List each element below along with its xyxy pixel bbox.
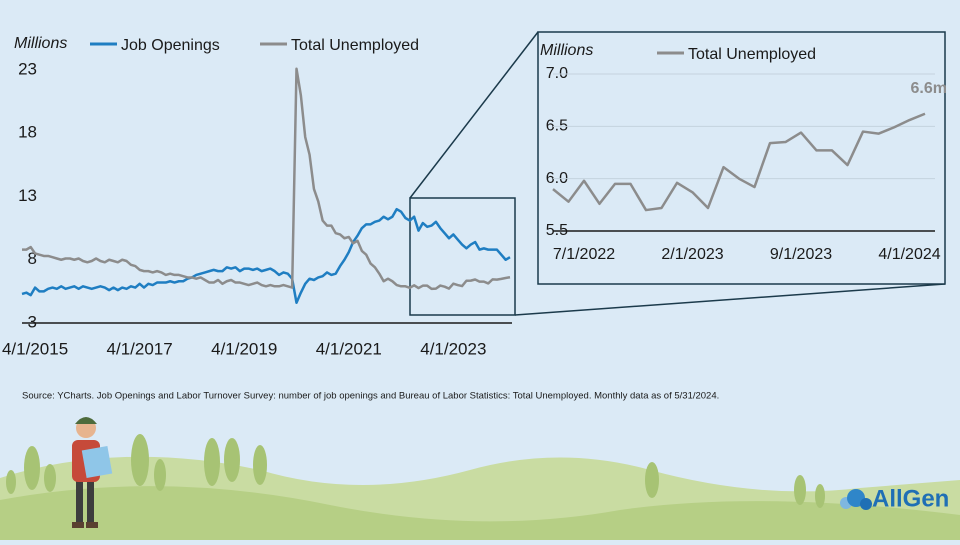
legend-label: Total Unemployed (688, 46, 816, 63)
y-tick-label: 3 (28, 312, 37, 331)
y-tick-label: 13 (18, 186, 37, 205)
series-line (552, 112, 926, 212)
connector (409, 31, 539, 199)
legend-label: Job Openings (121, 37, 220, 54)
hiker (72, 417, 113, 528)
x-tick-label: 7/1/2022 (553, 246, 615, 263)
x-tick-label: 4/1/2023 (420, 339, 486, 358)
source-note: Source: YCharts. Job Openings and Labor … (22, 391, 719, 402)
connector (514, 283, 946, 316)
near-hill (0, 486, 960, 540)
logo: AllGen (840, 485, 949, 512)
y-axis-label: Millions (14, 35, 67, 52)
x-tick-label: 4/1/2015 (2, 339, 68, 358)
y-tick-label: 18 (18, 123, 37, 142)
zoom-box (409, 197, 516, 316)
x-tick-label: 4/1/2017 (107, 339, 173, 358)
x-tick-label: 9/1/2023 (770, 246, 832, 263)
legend-label: Total Unemployed (291, 37, 419, 54)
series-line (21, 207, 511, 305)
y-tick-label: 23 (18, 59, 37, 78)
logo-text: AllGen (872, 485, 949, 512)
x-tick-label: 4/1/2019 (211, 339, 277, 358)
series-line (22, 67, 511, 291)
y-tick-label: 8 (28, 249, 37, 268)
y-axis-label: Millions (540, 42, 593, 59)
data-label: 6.6m (911, 80, 947, 97)
x-tick-label: 2/1/2023 (661, 246, 723, 263)
landscape (0, 417, 960, 540)
x-tick-label: 4/1/2021 (316, 339, 382, 358)
x-tick-label: 4/1/2024 (878, 246, 940, 263)
trees (6, 434, 825, 508)
